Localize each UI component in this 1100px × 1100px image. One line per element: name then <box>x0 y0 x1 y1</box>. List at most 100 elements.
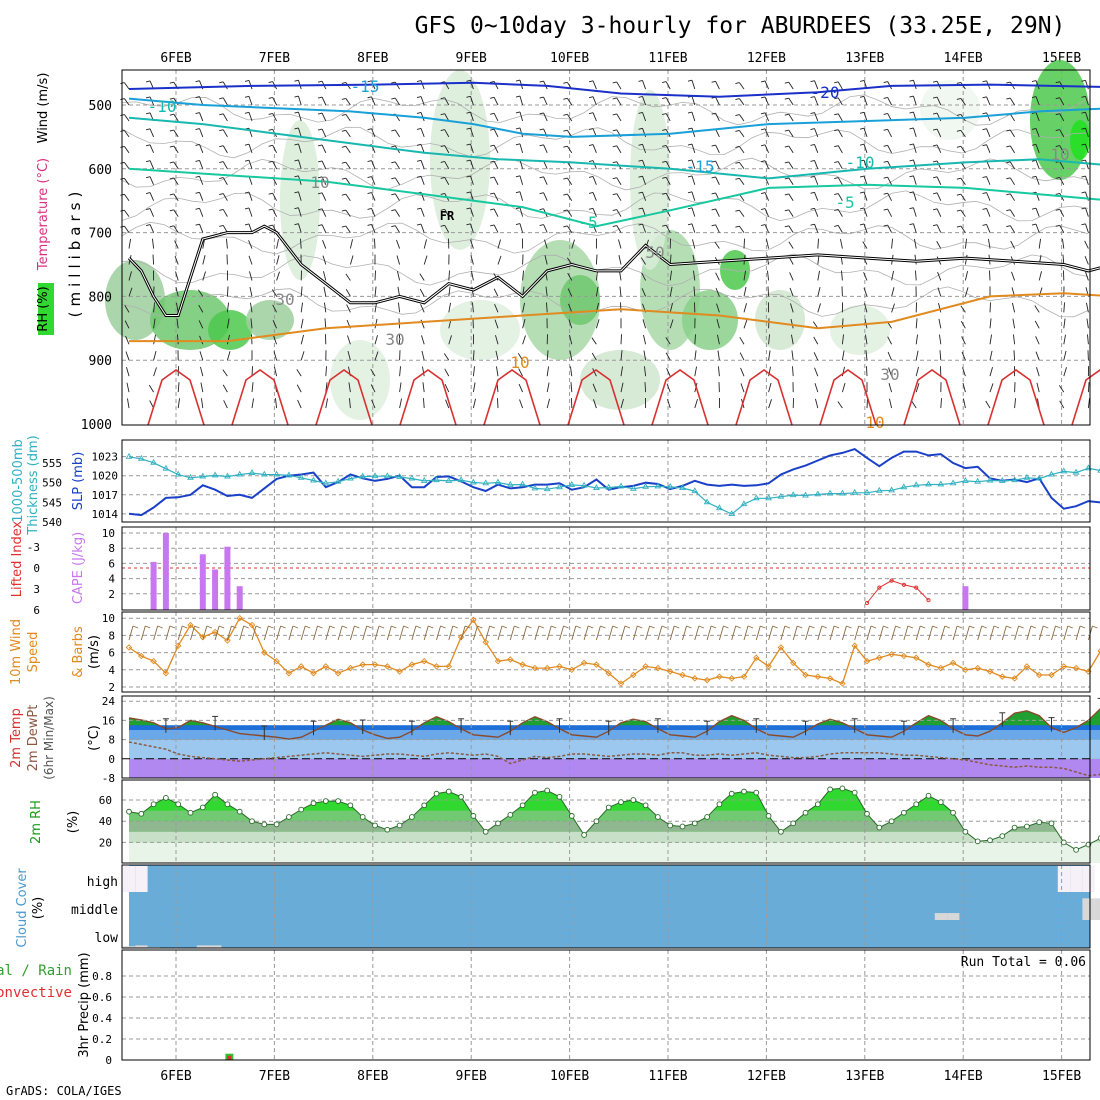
wind-barb <box>419 273 425 281</box>
thickness-tick-label: 545 <box>42 496 62 509</box>
wind-barb-flag <box>539 208 544 211</box>
wind-speed-marker <box>224 637 231 644</box>
wind-barb <box>889 398 893 409</box>
warm-contour <box>567 369 625 426</box>
wind-barb <box>497 255 502 265</box>
wind-barb-10m-flag <box>612 625 618 629</box>
wind-speed-marker <box>888 651 895 658</box>
wind-barb <box>837 193 843 201</box>
wind-barb <box>1009 225 1015 233</box>
wind-barb-flag <box>1055 176 1060 179</box>
wind-barb <box>444 161 450 170</box>
wind-barb <box>124 98 130 106</box>
wind-barb-flag <box>466 79 471 82</box>
wind-barb <box>176 302 179 313</box>
wind-barb <box>222 145 228 154</box>
wind-barb-flag <box>539 224 544 227</box>
rh-marker <box>802 809 809 816</box>
wind-barb-10m-flag <box>415 625 422 629</box>
li-tick-label: 6 <box>33 604 40 617</box>
wind-barb <box>199 224 204 233</box>
low-cloud-block <box>135 945 148 948</box>
wind-barb-10m <box>202 625 208 641</box>
wind-barb <box>173 145 179 154</box>
rh-marker <box>458 793 464 800</box>
wind-barb-10m <box>928 625 933 641</box>
contour-label: -5 <box>578 213 597 232</box>
wind-barb-flag <box>956 145 961 148</box>
wind-barb <box>322 255 327 265</box>
wind-barb <box>470 223 474 233</box>
wind-speed-marker <box>273 657 280 665</box>
wind-barb <box>616 177 622 185</box>
wind-barb <box>644 382 647 393</box>
wind-speed-line <box>128 617 1100 685</box>
wind-barb <box>1063 302 1065 313</box>
thickness-marker <box>691 487 699 494</box>
wind-speed-marker <box>150 657 157 665</box>
wind-barb <box>961 336 966 345</box>
wind-barb-flag <box>317 208 323 211</box>
rh-marker <box>581 832 587 838</box>
wind-barb-flag <box>268 128 273 131</box>
wind-barb <box>936 176 942 185</box>
wind-barb <box>544 239 548 249</box>
wind-barb-flag <box>219 97 224 100</box>
thickness-marker <box>617 482 625 489</box>
wind-barb-flag <box>883 208 888 211</box>
wind-barb-flag <box>515 175 521 178</box>
wind-barb-flag <box>711 80 716 83</box>
rh-shading <box>755 290 805 350</box>
wind-barb-flag <box>195 144 200 146</box>
wind-barb <box>497 239 501 249</box>
date-label-top: 7FEB <box>259 51 290 66</box>
wind-barb <box>497 398 499 409</box>
wind-barb-flag <box>195 223 200 226</box>
panel-border <box>121 779 1091 864</box>
wind-barb <box>546 302 548 313</box>
wind-barb-flag <box>612 145 617 148</box>
wind-speed-marker <box>568 666 576 674</box>
wind-speed-marker <box>949 659 957 667</box>
wind-barb <box>396 239 401 249</box>
cape-bar <box>199 554 206 610</box>
slp-tick-label: 1020 <box>92 470 119 483</box>
rh-marker <box>396 822 403 829</box>
wind-barb-10m <box>743 625 749 641</box>
wind-barb <box>814 96 819 106</box>
date-label-top: 10FEB <box>550 51 589 66</box>
precip-axis-label: 3hr Precip (mm) <box>77 952 92 1057</box>
wind-barb <box>715 97 720 106</box>
wind-barb-flag <box>294 223 299 226</box>
wind-barb-flag <box>244 159 250 162</box>
wind-barb-flag <box>219 129 224 132</box>
wind-barb-flag <box>1006 145 1011 148</box>
wind-barb <box>767 286 770 297</box>
wind-barb <box>519 175 524 185</box>
wind-barb <box>863 96 868 106</box>
wind-barb <box>743 303 747 313</box>
wind-barb <box>420 128 425 138</box>
wind-barb <box>913 223 917 233</box>
wind-barb <box>642 176 647 185</box>
rh-band-40 <box>129 821 1100 832</box>
wind-barb <box>817 303 821 313</box>
rh-shading <box>280 120 320 280</box>
wind-barb <box>173 161 179 170</box>
date-label-top: 14FEB <box>944 51 983 66</box>
wind-barb-flag <box>391 209 396 212</box>
wind-barb-10m-flag <box>305 625 311 629</box>
wind-speed-marker <box>630 671 637 679</box>
wind-barb-flag <box>1031 80 1037 83</box>
wind-barb <box>348 382 351 393</box>
wind-barb-flag <box>466 95 471 98</box>
wind-barb <box>817 270 820 281</box>
wind-barb-flag <box>244 223 250 226</box>
wind-unit-label: (m/s) <box>87 635 102 669</box>
wind-speed-marker <box>716 673 723 680</box>
wind-barb-flag <box>1081 207 1086 210</box>
wind-barb-flag <box>466 143 471 146</box>
wind-speed-marker <box>162 670 170 677</box>
wind-barb <box>276 271 280 281</box>
wind-barb <box>124 162 130 170</box>
